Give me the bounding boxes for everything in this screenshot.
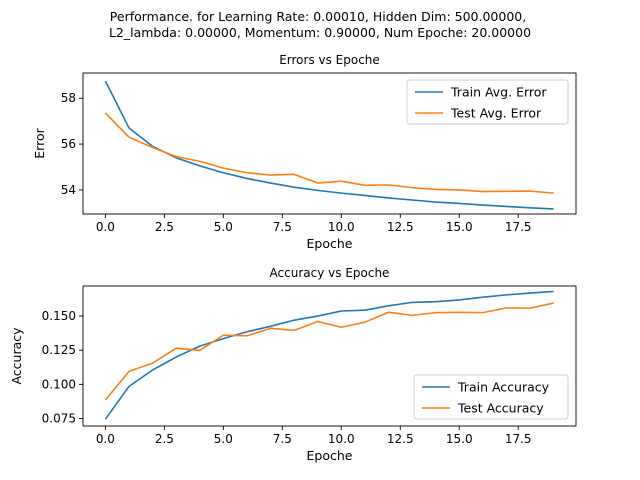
x-tick-label: 5.0 <box>214 220 233 234</box>
chart-title: Accuracy vs Epoche <box>270 266 390 280</box>
legend-box <box>406 79 569 125</box>
series-line-errors-1 <box>104 112 554 194</box>
y-tick-label: 56 <box>61 137 76 151</box>
series-line-accuracy-1 <box>104 302 554 401</box>
legend-entry: Train Accuracy <box>457 380 550 395</box>
x-tick-label: 10.0 <box>328 432 355 446</box>
series-line-errors-0 <box>104 80 554 210</box>
x-tick-label: 17.5 <box>505 220 532 234</box>
x-tick-label: 17.5 <box>505 432 532 446</box>
series-line-accuracy-0 <box>104 290 554 420</box>
x-tick-label: 12.5 <box>387 220 414 234</box>
x-tick-label: 12.5 <box>387 432 414 446</box>
legend-entry: Test Avg. Error <box>450 106 542 121</box>
legend-box <box>413 374 569 420</box>
legend-entry: Train Avg. Error <box>450 85 547 100</box>
x-tick-label: 0.0 <box>96 432 115 446</box>
x-axis-label: Epoche <box>307 448 353 463</box>
suptitle-line-2: L2_lambda: 0.00000, Momentum: 0.90000, N… <box>109 25 531 40</box>
suptitle-line-1: Performance. for Learning Rate: 0.00010,… <box>110 9 526 24</box>
x-tick-label: 15.0 <box>446 220 473 234</box>
y-tick-label: 0.150 <box>42 309 76 323</box>
y-tick-label: 54 <box>61 183 76 197</box>
x-tick-label: 0.0 <box>96 220 115 234</box>
x-tick-label: 7.5 <box>273 220 292 234</box>
x-tick-label: 5.0 <box>214 432 233 446</box>
y-tick-label: 0.075 <box>42 411 76 425</box>
y-tick-label: 58 <box>61 91 76 105</box>
x-tick-label: 10.0 <box>328 220 355 234</box>
legend-entry: Test Accuracy <box>457 401 544 416</box>
axes-frame <box>82 72 577 215</box>
x-tick-label: 15.0 <box>446 432 473 446</box>
x-tick-label: 2.5 <box>155 220 174 234</box>
y-tick-label: 0.100 <box>42 377 76 391</box>
x-axis-label: Epoche <box>307 236 353 251</box>
y-axis-label: Error <box>32 127 47 158</box>
x-tick-label: 2.5 <box>155 432 174 446</box>
y-axis-label: Accuracy <box>9 327 24 385</box>
y-tick-label: 0.125 <box>42 343 76 357</box>
x-tick-label: 7.5 <box>273 432 292 446</box>
legend: Train Accuracy Test Accuracy <box>413 374 569 420</box>
legend: Train Avg. Error Test Avg. Error <box>406 79 569 125</box>
errors-chart: Errors vs Epoche 0.0 2.5 5.0 7.5 10.0 12.5 15.0… <box>32 53 577 251</box>
chart-title: Errors vs Epoche <box>279 53 380 67</box>
accuracy-chart: Accuracy vs Epoche 0.0 2.5 5.0 7.5 10.0 12.5 15… <box>9 266 577 463</box>
axes-frame <box>82 285 577 427</box>
